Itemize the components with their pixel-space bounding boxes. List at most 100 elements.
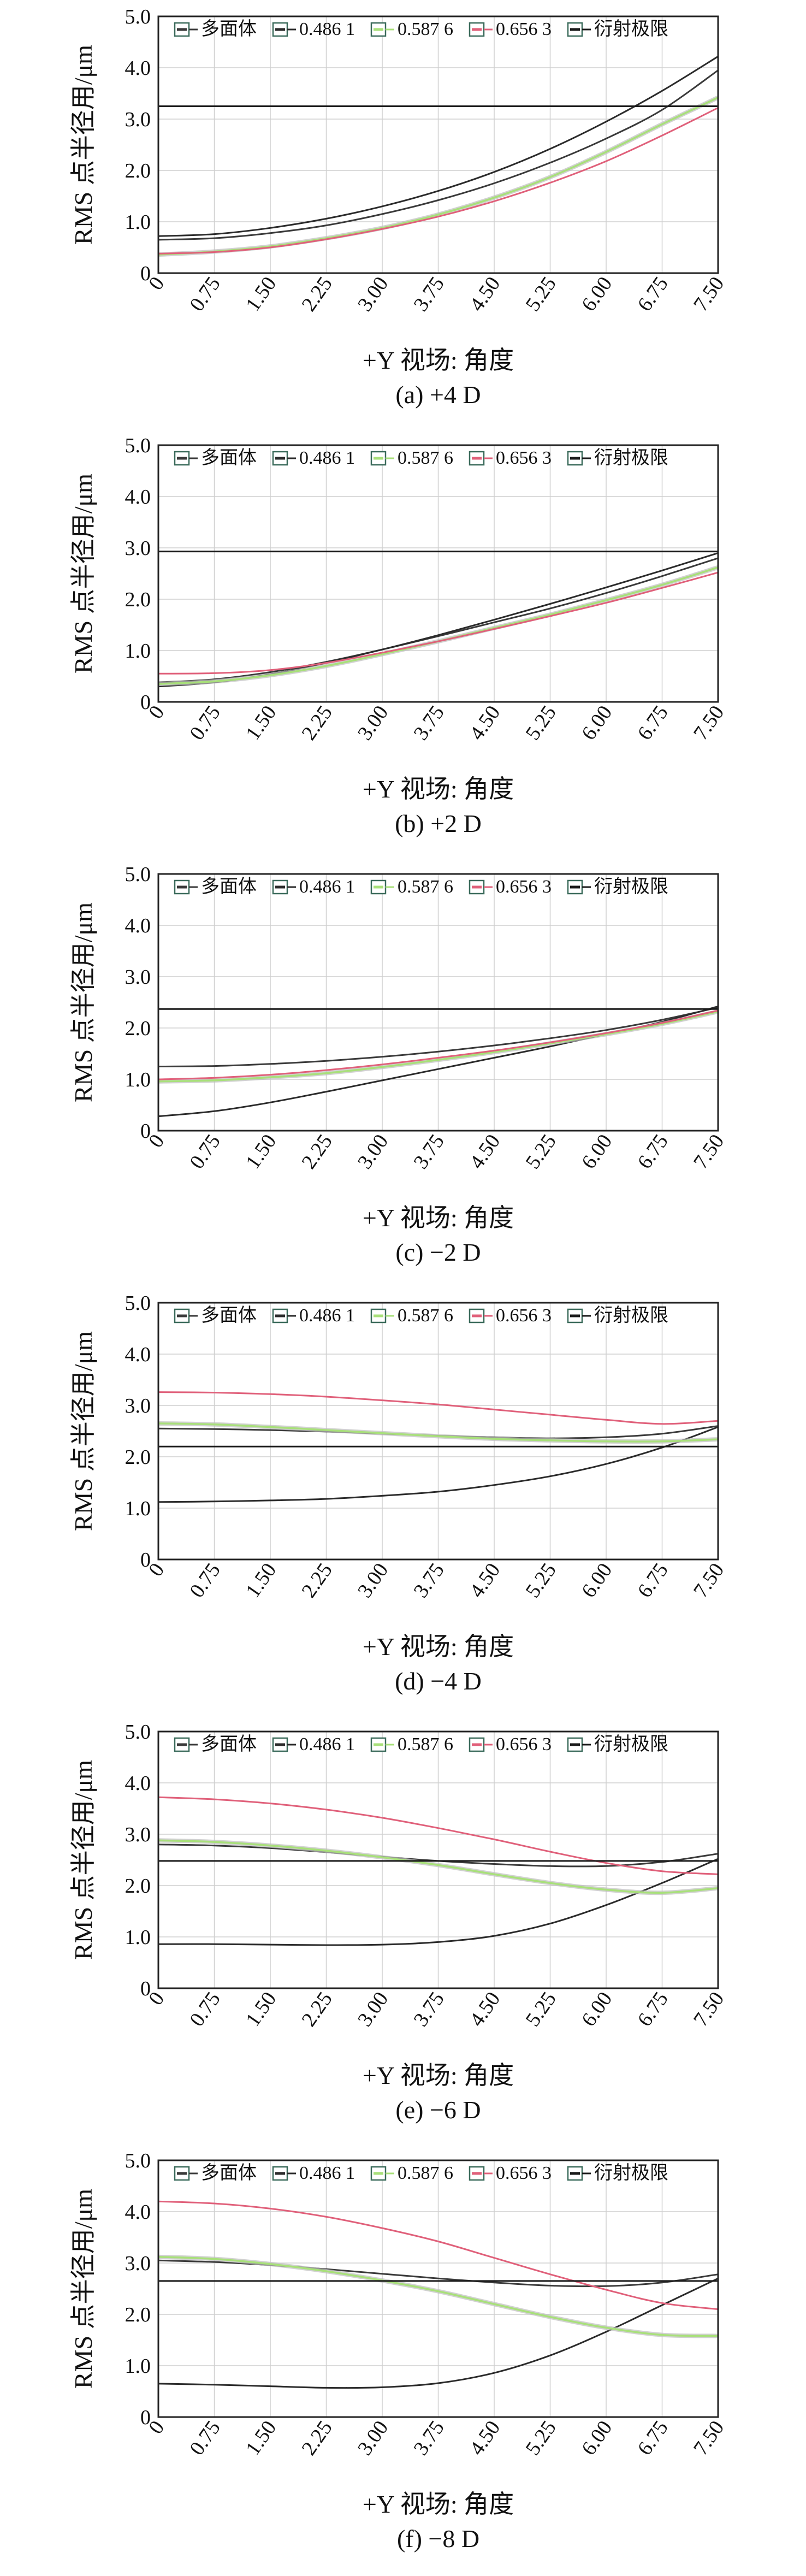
legend-label: 衍射极限	[594, 2163, 668, 2183]
legend-entry-3: 0.656 3	[469, 448, 552, 468]
legend-label: 0.656 3	[496, 877, 552, 897]
y-tick-label: 0	[140, 262, 151, 285]
x-tick-label: 6.00	[577, 2417, 617, 2460]
legend-label: 0.656 3	[496, 1734, 552, 1754]
y-tick-label: 1.0	[125, 211, 151, 234]
x-tick-label: 0	[144, 1130, 169, 1152]
x-tick-label: 6.75	[633, 1130, 673, 1173]
y-tick-label: 2.0	[125, 2303, 151, 2326]
legend-label: 衍射极限	[594, 1305, 668, 1326]
legend-label: 0.587 6	[398, 2163, 453, 2183]
series-line-1	[158, 1858, 719, 1946]
legend-entry-2: 0.587 6	[370, 448, 453, 468]
x-tick-label: 0	[144, 1559, 169, 1581]
series-line-3	[158, 1391, 719, 1425]
y-tick-label: 5.0	[125, 5, 151, 28]
x-tick-label: 3.00	[353, 1130, 393, 1173]
legend-label: 0.587 6	[398, 19, 453, 39]
legend-label: 衍射极限	[594, 876, 668, 897]
x-tick-label: 2.25	[297, 1988, 337, 2031]
legend-entry-4: 衍射极限	[567, 19, 668, 39]
y-tick-label: 3.0	[125, 966, 151, 989]
x-tick-label: 4.50	[465, 701, 505, 745]
x-tick-label: 6.00	[577, 1988, 617, 2031]
legend-label: 多面体	[201, 2163, 257, 2183]
x-tick-label: 4.50	[465, 2417, 505, 2460]
panel-caption: (f) −8 D	[397, 2525, 479, 2553]
x-tick-label: 1.50	[241, 701, 281, 745]
y-tick-label: 0	[140, 691, 151, 714]
legend-label: 0.486 1	[299, 448, 355, 468]
legend-entry-1: 0.486 1	[272, 2163, 355, 2183]
x-tick-label: 1.50	[241, 1988, 281, 2031]
x-tick-label: 3.00	[353, 273, 393, 316]
legend-entry-0: 多面体	[174, 1734, 257, 1754]
y-tick-label: 4.0	[125, 2201, 151, 2224]
legend-entry-2: 0.587 6	[370, 19, 453, 39]
legend-entry-0: 多面体	[174, 447, 257, 468]
legend-entry-1: 0.486 1	[272, 877, 355, 897]
legend-entry-3: 0.656 3	[469, 19, 552, 39]
y-tick-label: 2.0	[125, 1875, 151, 1898]
x-tick-label: 1.50	[241, 1559, 281, 1602]
series-line-2	[158, 2255, 719, 2337]
series-line-0	[158, 1006, 719, 1067]
series-line-3	[158, 107, 719, 255]
series-line-2	[158, 1011, 719, 1083]
legend-label: 0.656 3	[496, 19, 552, 39]
x-tick-label: 7.50	[689, 273, 729, 316]
legend-entry-0: 多面体	[174, 19, 257, 39]
y-axis-label: RMS 点半径用/μm	[69, 2189, 97, 2389]
y-axis-label: RMS 点半径用/μm	[69, 1331, 97, 1531]
chart-panel-4: 0 1.0 2.0 3.0 4.0 5.0 0 0.75 1.50 2.25 3.00 3.75 4.5…	[69, 1721, 728, 2124]
x-tick-label: 0	[144, 1988, 169, 2010]
x-tick-label: 0.75	[185, 1559, 225, 1602]
x-tick-label: 5.25	[521, 1988, 561, 2031]
series-line-2	[158, 96, 719, 256]
series-line-3	[158, 1796, 719, 1875]
x-tick-label: 3.00	[353, 2417, 393, 2460]
chart-panel-0: 0 1.0 2.0 3.0 4.0 5.0 0 0.75 1.50 2.25 3.00 3.75 4.5…	[69, 5, 728, 409]
legend-entry-2: 0.587 6	[370, 2163, 453, 2183]
x-tick-label: 5.25	[521, 1559, 561, 1602]
y-tick-label: 4.0	[125, 57, 151, 80]
legend-label: 0.587 6	[398, 448, 453, 468]
x-tick-label: 0	[144, 273, 169, 294]
legend-label: 0.486 1	[299, 1734, 355, 1754]
legend-entry-1: 0.486 1	[272, 448, 355, 468]
legend-label: 多面体	[201, 19, 257, 39]
legend-entry-4: 衍射极限	[567, 447, 668, 468]
x-axis-label: +Y 视场: 角度	[363, 2490, 514, 2518]
x-tick-label: 7.50	[689, 1559, 729, 1602]
x-tick-label: 0.75	[185, 273, 225, 316]
chart-panel-5: 0 1.0 2.0 3.0 4.0 5.0 0 0.75 1.50 2.25 3.00 3.75 4.5…	[69, 2149, 728, 2553]
x-tick-label: 3.00	[353, 1988, 393, 2031]
y-axis-label: RMS 点半径用/μm	[69, 45, 97, 245]
x-tick-label: 5.25	[521, 273, 561, 316]
y-tick-label: 1.0	[125, 640, 151, 663]
series-line-3	[158, 2200, 719, 2311]
y-tick-label: 2.0	[125, 1017, 151, 1040]
series-line-2	[158, 1422, 719, 1443]
x-tick-label: 6.00	[577, 1559, 617, 1602]
series-line-1	[158, 1426, 719, 1503]
x-tick-label: 7.50	[689, 701, 729, 745]
x-tick-label: 0	[144, 701, 169, 723]
y-tick-label: 5.0	[125, 434, 151, 457]
x-tick-label: 7.50	[689, 1988, 729, 2031]
legend-entry-4: 衍射极限	[567, 1305, 668, 1326]
x-axis-label: +Y 视场: 角度	[363, 2061, 514, 2089]
x-tick-label: 2.25	[297, 701, 337, 745]
legend-entry-4: 衍射极限	[567, 876, 668, 897]
x-tick-label: 6.75	[633, 1988, 673, 2031]
x-tick-label: 4.50	[465, 1988, 505, 2031]
series-line-0	[158, 69, 719, 241]
y-tick-label: 5.0	[125, 2149, 151, 2172]
legend-entry-4: 衍射极限	[567, 1734, 668, 1754]
y-tick-label: 3.0	[125, 537, 151, 560]
legend-label: 0.656 3	[496, 448, 552, 468]
y-tick-label: 5.0	[125, 1721, 151, 1744]
legend-label: 多面体	[201, 876, 257, 897]
panel-caption: (d) −4 D	[395, 1667, 482, 1695]
